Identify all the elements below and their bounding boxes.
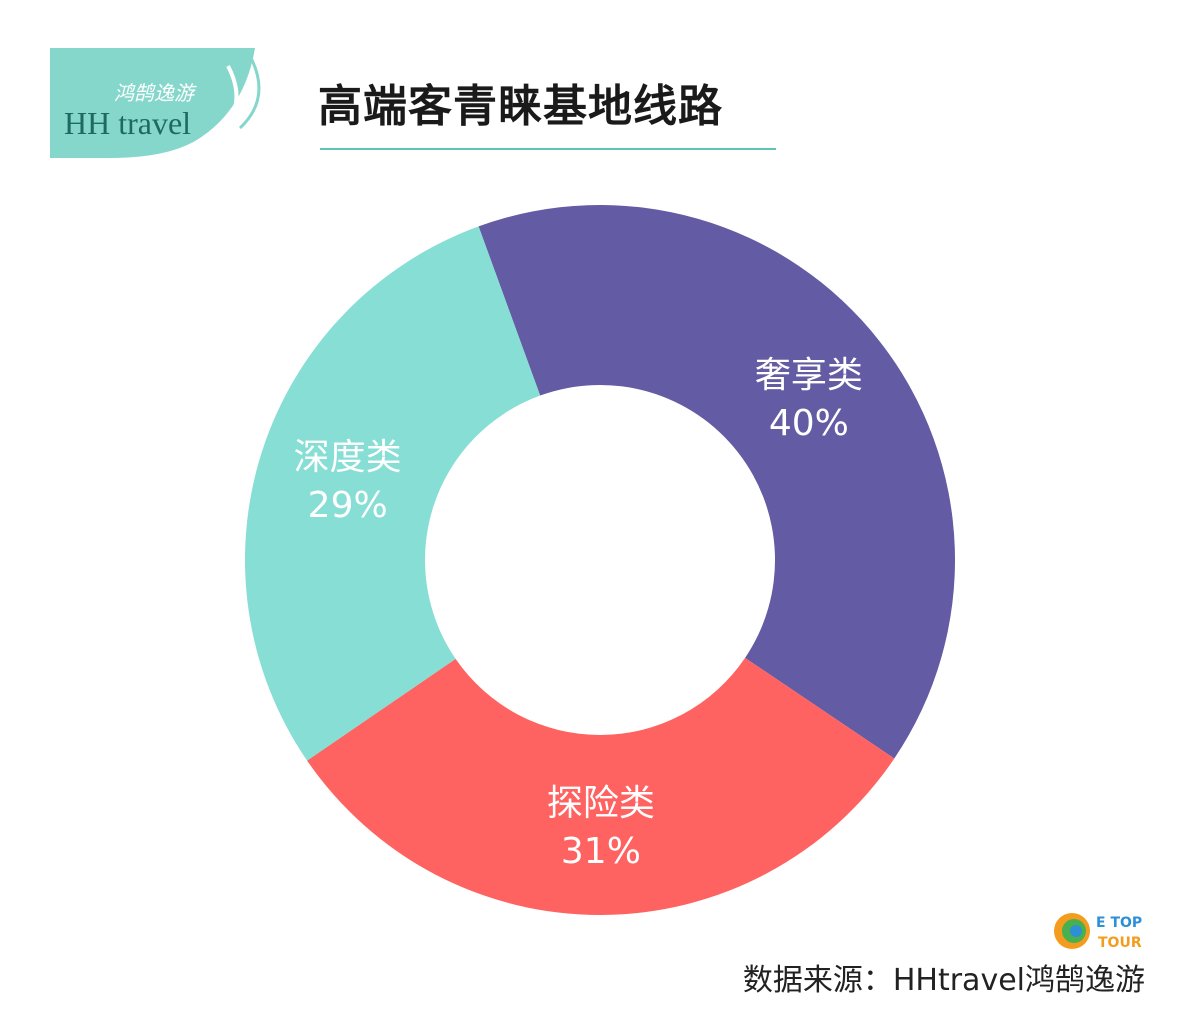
brand-logo: 鸿鹄逸游 HH travel — [50, 48, 275, 158]
logo-swoosh-2 — [238, 55, 261, 130]
etop-line1: E TOP — [1096, 915, 1142, 931]
slice-label-2: 深度类 — [294, 437, 402, 478]
logo-swoosh — [213, 65, 239, 140]
etop-line2: TOUR — [1098, 935, 1142, 951]
page-title: 高端客青睐基地线路 — [318, 81, 723, 132]
slice-value-0: 40% — [769, 403, 849, 444]
slice-0 — [478, 204, 955, 759]
etop-tour-logo: E TOP TOUR — [1050, 905, 1150, 955]
title-underline — [320, 148, 776, 150]
labels-group: 奢享类 40% 探险类 31% 深度类 29% — [294, 355, 863, 872]
slice-label-1: 探险类 — [547, 783, 655, 824]
slice-label-0: 奢享类 — [755, 355, 863, 396]
slice-value-2: 29% — [308, 485, 388, 526]
slices-group — [245, 204, 955, 915]
data-source-note: 数据来源：HHtravel鸿鹄逸游 — [742, 963, 1145, 998]
logo-en-text: HH travel — [64, 105, 191, 141]
slice-1 — [307, 657, 895, 915]
slice-value-1: 31% — [561, 831, 641, 872]
etop-swirl-inner — [1070, 925, 1082, 937]
slice-2 — [245, 226, 541, 761]
logo-leaf-shape — [50, 48, 255, 158]
logo-cn-text: 鸿鹄逸游 — [114, 81, 197, 105]
